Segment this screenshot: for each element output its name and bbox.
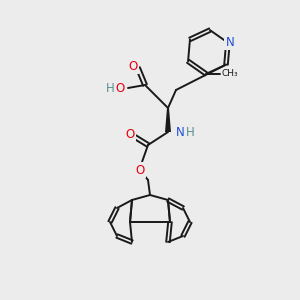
Text: O: O: [116, 82, 124, 94]
Polygon shape: [165, 108, 171, 132]
Text: N: N: [176, 125, 184, 139]
Text: H: H: [106, 82, 114, 94]
Text: N: N: [226, 36, 234, 49]
Text: H: H: [186, 127, 194, 140]
Text: O: O: [135, 164, 145, 176]
Text: O: O: [125, 128, 135, 142]
Text: CH₃: CH₃: [221, 69, 238, 78]
Text: O: O: [128, 59, 138, 73]
